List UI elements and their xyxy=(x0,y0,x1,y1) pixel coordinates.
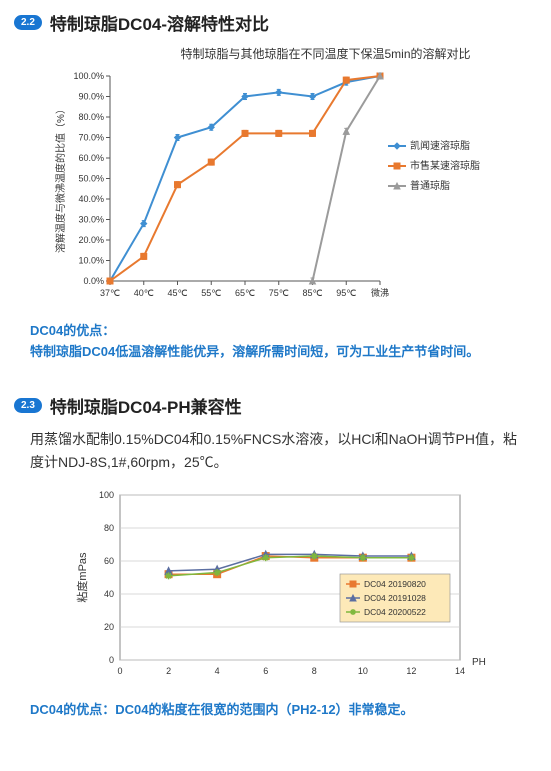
svg-text:85℃: 85℃ xyxy=(302,288,322,298)
svg-text:DC04 20191028: DC04 20191028 xyxy=(364,593,426,603)
svg-text:凯闻速溶琼脂: 凯闻速溶琼脂 xyxy=(410,139,470,152)
svg-text:50.0%: 50.0% xyxy=(78,174,104,184)
section-badge: 2.3 xyxy=(14,398,42,413)
svg-text:90.0%: 90.0% xyxy=(78,92,104,102)
svg-text:2: 2 xyxy=(166,666,171,676)
section-title: 特制琼脂DC04-PH兼容性 xyxy=(50,393,242,418)
advantage-text: DC04的优点：DC04的粘度在很宽的范围内（PH2-12）非常稳定。 xyxy=(30,700,531,721)
svg-text:80: 80 xyxy=(104,523,114,533)
section-header: 2.2 特制琼脂DC04-溶解特性对比 xyxy=(14,10,551,35)
svg-text:溶解温度与微沸温度的比值（%）: 溶解温度与微沸温度的比值（%） xyxy=(54,104,67,253)
svg-text:80.0%: 80.0% xyxy=(78,112,104,122)
svg-text:40℃: 40℃ xyxy=(134,288,154,298)
svg-text:55℃: 55℃ xyxy=(201,288,221,298)
svg-text:4: 4 xyxy=(215,666,220,676)
svg-text:95℃: 95℃ xyxy=(336,288,356,298)
section-header: 2.3 特制琼脂DC04-PH兼容性 xyxy=(14,393,551,418)
section-2-2: 2.2 特制琼脂DC04-溶解特性对比 特制琼脂与其他琼脂在不同温度下保温5mi… xyxy=(0,10,551,363)
advantage-body: 特制琼脂DC04低温溶解性能优异，溶解所需时间短，可为工业生产节省时间。 xyxy=(30,344,479,359)
svg-text:40: 40 xyxy=(104,589,114,599)
section-2-3: 2.3 特制琼脂DC04-PH兼容性 用蒸馏水配制0.15%DC04和0.15%… xyxy=(0,393,551,721)
svg-text:40.0%: 40.0% xyxy=(78,194,104,204)
svg-text:6: 6 xyxy=(263,666,268,676)
svg-text:DC04 20200522: DC04 20200522 xyxy=(364,607,426,617)
svg-text:20.0%: 20.0% xyxy=(78,235,104,245)
svg-text:100: 100 xyxy=(99,490,114,500)
svg-text:75℃: 75℃ xyxy=(269,288,289,298)
svg-text:粘度mPas: 粘度mPas xyxy=(75,552,89,603)
svg-text:0: 0 xyxy=(117,666,122,676)
svg-text:PH: PH xyxy=(472,657,486,668)
advantage-label: DC04的优点： xyxy=(30,323,115,338)
svg-text:70.0%: 70.0% xyxy=(78,133,104,143)
svg-text:0.0%: 0.0% xyxy=(83,276,104,286)
svg-text:65℃: 65℃ xyxy=(235,288,255,298)
section-badge: 2.2 xyxy=(14,15,42,30)
svg-text:100.0%: 100.0% xyxy=(73,71,104,81)
svg-text:12: 12 xyxy=(406,666,416,676)
chart-title: 特制琼脂与其他琼脂在不同温度下保温5min的溶解对比 xyxy=(100,45,551,62)
svg-text:市售某速溶琼脂: 市售某速溶琼脂 xyxy=(410,159,480,172)
section-title: 特制琼脂DC04-溶解特性对比 xyxy=(50,10,269,35)
svg-text:0: 0 xyxy=(109,655,114,665)
svg-text:微沸: 微沸 xyxy=(371,287,389,298)
svg-text:10.0%: 10.0% xyxy=(78,256,104,266)
svg-text:普通琼脂: 普通琼脂 xyxy=(410,179,450,192)
svg-text:10: 10 xyxy=(358,666,368,676)
advantage-text: DC04的优点： 特制琼脂DC04低温溶解性能优异，溶解所需时间短，可为工业生产… xyxy=(30,321,531,363)
line-chart-svg: 0 20 40 60 80 100 0 2 4 6 8 10 12 14 粘度mPas PH DC04 2019… xyxy=(70,485,490,685)
line-chart-svg: 0.0% 10.0% 20.0% 30.0% 40.0% 50.0% 60.0% 70.0% 8… xyxy=(50,66,490,306)
ph-chart: 0 20 40 60 80 100 0 2 4 6 8 10 12 14 粘度mPas PH DC04 2019… xyxy=(70,485,551,690)
svg-text:14: 14 xyxy=(455,666,465,676)
svg-text:8: 8 xyxy=(312,666,317,676)
dissolution-chart: 特制琼脂与其他琼脂在不同温度下保温5min的溶解对比 0.0% 10.0% 20.0… xyxy=(50,45,551,311)
svg-text:30.0%: 30.0% xyxy=(78,215,104,225)
svg-text:37℃: 37℃ xyxy=(100,288,120,298)
svg-text:45℃: 45℃ xyxy=(167,288,187,298)
svg-text:60: 60 xyxy=(104,556,114,566)
section-body: 用蒸馏水配制0.15%DC04和0.15%FNCS水溶液，以HCl和NaOH调节… xyxy=(30,428,521,476)
svg-text:20: 20 xyxy=(104,622,114,632)
svg-text:DC04 20190820: DC04 20190820 xyxy=(364,579,426,589)
svg-text:60.0%: 60.0% xyxy=(78,153,104,163)
